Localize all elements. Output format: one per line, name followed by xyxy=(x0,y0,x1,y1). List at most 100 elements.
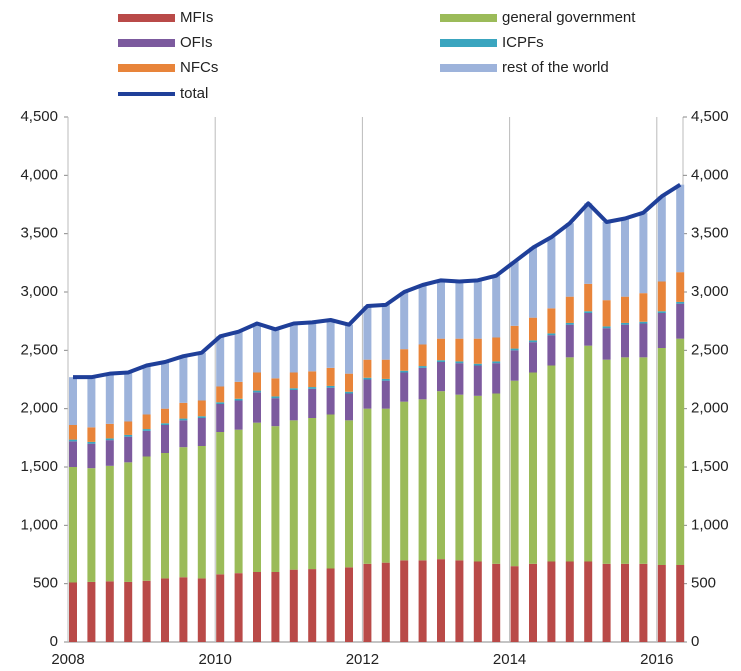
bar-segment xyxy=(363,377,372,380)
bar-segment xyxy=(529,342,537,373)
bar-segment xyxy=(87,427,96,442)
bar-segment xyxy=(492,393,501,564)
legend-swatch xyxy=(118,39,175,47)
bar-segment xyxy=(326,320,335,368)
bar-segment xyxy=(473,338,482,364)
legend-swatch xyxy=(118,14,175,22)
bar-segment xyxy=(124,421,133,435)
bar-segment xyxy=(271,329,280,379)
bar-segment xyxy=(124,581,133,642)
bar-segment xyxy=(326,568,335,642)
bar-segment xyxy=(326,387,335,415)
bar-segment xyxy=(179,402,188,419)
bar-segment xyxy=(455,361,464,364)
bar-segment xyxy=(584,311,593,313)
bar-segment xyxy=(308,569,317,642)
bar-segment xyxy=(510,261,519,326)
bar-segment xyxy=(69,425,77,440)
bar-segment xyxy=(676,272,685,302)
bar-segment xyxy=(565,324,574,358)
bar-segment xyxy=(455,363,464,395)
bar-segment xyxy=(602,563,611,642)
bar-segment xyxy=(400,560,409,642)
legend-label: total xyxy=(180,85,208,102)
bar-segment xyxy=(197,416,206,418)
bar-segment xyxy=(197,418,206,446)
bar-segment xyxy=(418,366,427,368)
bar-segment xyxy=(437,280,445,339)
legend-label: rest of the world xyxy=(502,59,609,76)
bar-segment xyxy=(69,582,77,642)
bar-segment xyxy=(289,372,298,389)
bar-segment xyxy=(216,386,225,403)
y2-tick-label: 3,000 xyxy=(691,283,729,300)
bar-segment xyxy=(455,281,464,339)
y2-tick-label: 2,500 xyxy=(691,341,729,358)
bar-segment xyxy=(510,566,519,642)
bar-segment xyxy=(105,373,114,424)
y2-tick-label: 3,500 xyxy=(691,225,729,242)
legend-label: OFIs xyxy=(180,34,213,51)
bar-segment xyxy=(234,331,243,382)
bar-segment xyxy=(234,398,243,401)
bar-segment xyxy=(676,184,685,273)
bar-segment xyxy=(105,581,114,642)
legend-swatch xyxy=(440,14,497,22)
legend-swatch xyxy=(440,39,497,47)
bar-segment xyxy=(308,387,317,389)
bar-segment xyxy=(363,306,372,360)
bar-segment xyxy=(529,340,537,343)
bar-segment xyxy=(197,446,206,579)
bar-segment xyxy=(584,345,593,562)
bar-segment xyxy=(289,390,298,421)
bar-segment xyxy=(197,578,206,642)
bar-segment xyxy=(271,426,280,572)
bar-segment xyxy=(234,573,243,642)
bar-segment xyxy=(179,447,188,578)
bar-segment xyxy=(492,337,501,362)
bar-segment xyxy=(253,422,261,572)
bar-segment xyxy=(363,408,372,564)
bar-segment xyxy=(602,359,611,564)
x-tick-label: 2014 xyxy=(493,651,526,668)
bar-segment xyxy=(105,465,114,582)
bar-segment xyxy=(657,311,666,313)
bar-segment xyxy=(639,321,648,324)
bar-segment xyxy=(437,391,445,560)
bar-segment xyxy=(639,357,648,564)
bar-segment xyxy=(657,348,666,565)
bar-segment xyxy=(87,443,96,469)
bar-segment xyxy=(69,441,77,467)
bar-segment xyxy=(547,335,556,366)
x-tick-label: 2016 xyxy=(640,651,673,668)
bar-segment xyxy=(418,560,427,642)
bar-segment xyxy=(124,434,133,437)
bar-segment xyxy=(510,325,519,349)
y-tick-label: 3,500 xyxy=(20,225,58,242)
bar-segment xyxy=(308,418,317,570)
bar-segment xyxy=(639,323,648,358)
bar-segment xyxy=(142,430,151,457)
bar-segment xyxy=(676,301,685,304)
bar-segment xyxy=(657,281,666,312)
bar-segment xyxy=(584,203,593,284)
bar-segment xyxy=(345,420,353,568)
bar-segment xyxy=(142,414,151,430)
bar-segment xyxy=(455,560,464,642)
bar-segment xyxy=(161,578,169,642)
bar-segment xyxy=(216,336,225,387)
bar-segment xyxy=(565,322,574,325)
bar-segment xyxy=(547,561,556,642)
bar-segment xyxy=(345,391,353,394)
y2-tick-label: 500 xyxy=(691,575,716,592)
bar-segment xyxy=(529,247,537,318)
bar-segment xyxy=(621,563,629,642)
bar-segment xyxy=(437,362,445,392)
bar-segment xyxy=(381,378,390,381)
bar-segment xyxy=(87,441,96,444)
bar-segment xyxy=(289,323,298,373)
x-tick-label: 2008 xyxy=(51,651,84,668)
legend-label: NFCs xyxy=(180,59,218,76)
bar-segment xyxy=(602,328,611,360)
bar-segment xyxy=(216,404,225,432)
